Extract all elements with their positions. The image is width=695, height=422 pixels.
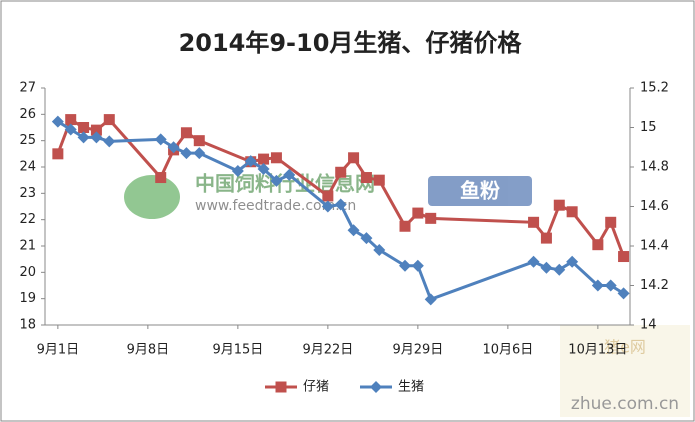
point — [244, 155, 257, 168]
x-tick-label: 9月15日 — [212, 343, 263, 358]
y-tick-label: 18 — [19, 318, 36, 333]
x-tick-label: 10月13日 — [568, 343, 627, 358]
point — [591, 279, 604, 292]
legend-label: 仔猪 — [303, 380, 329, 395]
point — [90, 124, 102, 136]
y-tick-label: 25 — [19, 133, 36, 148]
point — [553, 263, 566, 276]
point — [155, 172, 167, 184]
point — [257, 162, 270, 175]
point — [321, 200, 334, 213]
point — [180, 127, 192, 139]
point — [77, 131, 90, 144]
point — [399, 220, 411, 232]
point — [618, 251, 630, 263]
point — [528, 216, 540, 228]
watermark-box — [428, 176, 532, 206]
point — [90, 131, 103, 144]
y-tick-label: 23 — [19, 186, 36, 201]
point — [566, 206, 578, 218]
point — [64, 123, 77, 136]
watermark-feed: 中国饲料行业信息网 www.feedtrade.com.cn 鱼粉 — [124, 172, 532, 219]
point — [540, 232, 552, 244]
point — [52, 148, 64, 160]
point — [103, 135, 116, 148]
point — [103, 114, 115, 126]
point — [566, 255, 579, 268]
x-tick-label: 9月22日 — [302, 343, 353, 358]
x-tick-label: 9月29日 — [392, 343, 443, 358]
point — [540, 261, 553, 274]
point — [347, 224, 360, 237]
chart-title: 2014年9-10月生猪、仔猪价格 — [179, 29, 523, 57]
legend-marker — [370, 381, 382, 393]
y-tick-label: 27 — [19, 81, 36, 96]
point — [231, 164, 244, 177]
y2-tick-label: 14.8 — [640, 160, 669, 175]
point — [425, 212, 437, 224]
point — [270, 152, 282, 164]
point — [193, 147, 206, 160]
y-tick-label: 22 — [19, 212, 36, 227]
y2-tick-label: 15.2 — [640, 81, 669, 96]
point — [258, 153, 270, 165]
point — [78, 122, 90, 133]
point — [424, 293, 437, 306]
point — [360, 232, 373, 245]
point — [373, 243, 386, 256]
y2-tick-label: 14.6 — [640, 199, 669, 214]
legend-marker — [275, 381, 287, 393]
point — [180, 147, 193, 160]
watermark-box — [560, 325, 690, 417]
point — [605, 216, 617, 228]
point — [399, 259, 411, 272]
point — [154, 133, 167, 146]
y2-tick-label: 14 — [640, 318, 657, 333]
y2-tick-label: 15 — [640, 120, 657, 135]
watermark-zhue: 猪e网 zhue.com.cn — [560, 325, 690, 417]
point — [270, 174, 283, 187]
y2-tick-label: 14.4 — [640, 239, 669, 254]
y2-tick-label: 14.2 — [640, 278, 669, 293]
point — [283, 168, 296, 181]
watermark-text: 鱼粉 — [460, 179, 500, 203]
logo — [124, 175, 180, 219]
point — [65, 114, 77, 126]
point — [167, 141, 180, 154]
x-tick-label: 9月8日 — [127, 343, 170, 358]
point — [604, 279, 617, 292]
y-tick-label: 20 — [19, 265, 36, 280]
point — [373, 174, 385, 186]
y-tick-label: 24 — [19, 160, 36, 175]
point — [335, 166, 347, 178]
legend-label: 生猪 — [398, 380, 424, 395]
x-tick-label: 9月1日 — [37, 343, 80, 358]
y-tick-label: 21 — [19, 239, 36, 254]
point — [51, 115, 64, 128]
watermark-text: www.feedtrade.com.cn — [195, 198, 356, 214]
point — [617, 287, 630, 300]
point — [592, 239, 604, 251]
watermark-text: zhue.com.cn — [571, 394, 679, 414]
watermark-text: 猪e网 — [604, 338, 646, 357]
y-tick-label: 19 — [19, 291, 36, 306]
point — [348, 152, 360, 164]
point — [527, 255, 540, 268]
point — [360, 172, 372, 184]
point — [553, 199, 565, 211]
point — [193, 135, 205, 147]
y-tick-label: 26 — [19, 107, 36, 122]
point — [412, 207, 424, 219]
x-tick-label: 10月6日 — [482, 343, 533, 358]
point — [411, 259, 424, 272]
point — [334, 198, 347, 211]
point — [322, 190, 334, 202]
